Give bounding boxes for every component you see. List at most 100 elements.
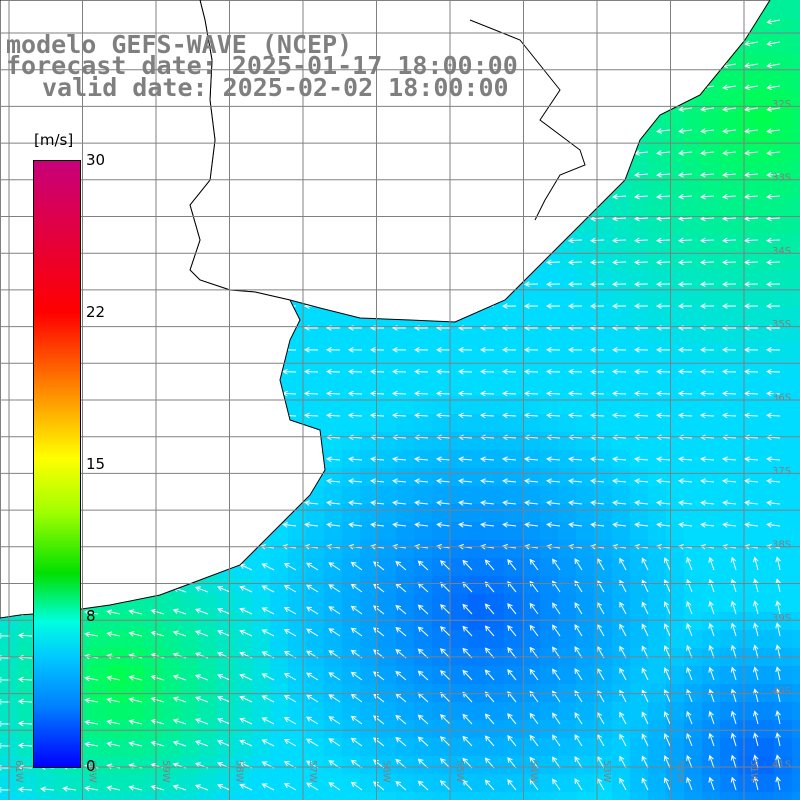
field-cell [522,504,540,522]
wind-arrow [641,777,649,791]
wind-arrow [574,778,583,791]
field-cell [648,468,666,486]
field-cell [504,738,522,756]
field-cell [252,666,270,684]
field-cell [522,306,540,324]
field-cell [522,414,540,432]
field-cell [504,486,522,504]
field-cell [612,234,630,252]
wind-arrow [194,784,209,791]
field-cell [702,486,720,504]
field-cell [774,216,792,234]
field-cell [432,720,450,738]
wind-arrow [283,783,297,791]
field-cell [612,198,630,216]
wind-arrow [347,346,363,353]
wind-arrow [370,456,385,463]
field-cell [234,756,252,774]
wind-arrow [484,603,495,615]
field-cell [18,630,36,648]
field-cell [360,756,378,774]
field-cell [684,378,702,396]
field-cell [216,630,234,648]
wind-arrow [743,412,759,419]
field-cell [522,738,540,756]
field-cell [378,522,396,540]
field-cell [630,576,648,594]
field-cell [738,288,756,306]
wind-arrow [395,626,407,637]
wind-arrow [440,736,451,747]
field-cell [612,720,630,738]
wind-arrow [633,346,649,353]
field-cell [702,378,720,396]
wind-arrow [172,608,187,615]
wind-arrow [529,602,539,615]
field-cell [486,306,504,324]
field-cell [576,288,594,306]
field-cell [558,324,576,342]
field-cell [792,306,800,324]
field-cell [792,270,800,288]
field-cell [396,792,414,800]
field-cell [576,252,594,270]
field-cell [360,576,378,594]
wind-arrow [326,522,341,528]
wind-arrow [172,630,187,637]
wind-arrow [574,646,583,659]
wind-arrow [708,688,715,703]
field-cell [486,720,504,738]
field-cell [702,666,720,684]
field-cell [594,342,612,360]
wind-arrow [699,412,715,419]
field-cell [774,504,792,522]
wind-arrow [194,696,209,703]
wind-arrow [678,456,693,463]
field-cell [612,288,630,306]
field-cell [648,630,666,648]
wind-arrow [765,390,781,397]
field-cell [450,432,468,450]
wind-arrow [106,675,121,681]
field-cell [126,756,144,774]
field-cell [486,504,504,522]
field-cell [684,306,702,324]
wind-arrow [239,717,253,725]
field-cell [684,486,702,504]
field-cell [306,306,324,324]
wind-arrow [730,688,737,703]
lat-label: 37S [772,466,791,477]
field-cell [504,414,522,432]
wind-arrow [84,609,99,616]
field-cell [684,252,702,270]
field-cell [486,324,504,342]
field-cell [738,486,756,504]
field-cell [360,630,378,648]
wind-arrow [501,390,517,397]
wind-arrow [440,758,451,769]
wind-arrow [261,607,275,615]
field-cell [270,720,288,738]
field-cell [450,720,468,738]
wind-arrow [479,346,495,353]
field-cell [450,594,468,612]
wind-arrow [524,522,539,528]
field-cell [792,576,800,594]
field-cell [612,540,630,558]
field-cell [792,288,800,306]
field-cell [576,576,594,594]
wind-arrow [708,710,715,725]
field-cell [360,324,378,342]
lon-label: 52W [675,760,686,783]
field-cell [702,774,720,792]
field-cell [774,666,792,684]
field-cell [720,486,738,504]
wind-arrow [545,368,561,375]
wind-arrow [106,631,121,637]
field-cell [540,504,558,522]
field-cell [612,252,630,270]
field-cell [576,522,594,540]
field-cell [522,702,540,720]
field-cell [684,792,702,800]
field-cell [612,738,630,756]
